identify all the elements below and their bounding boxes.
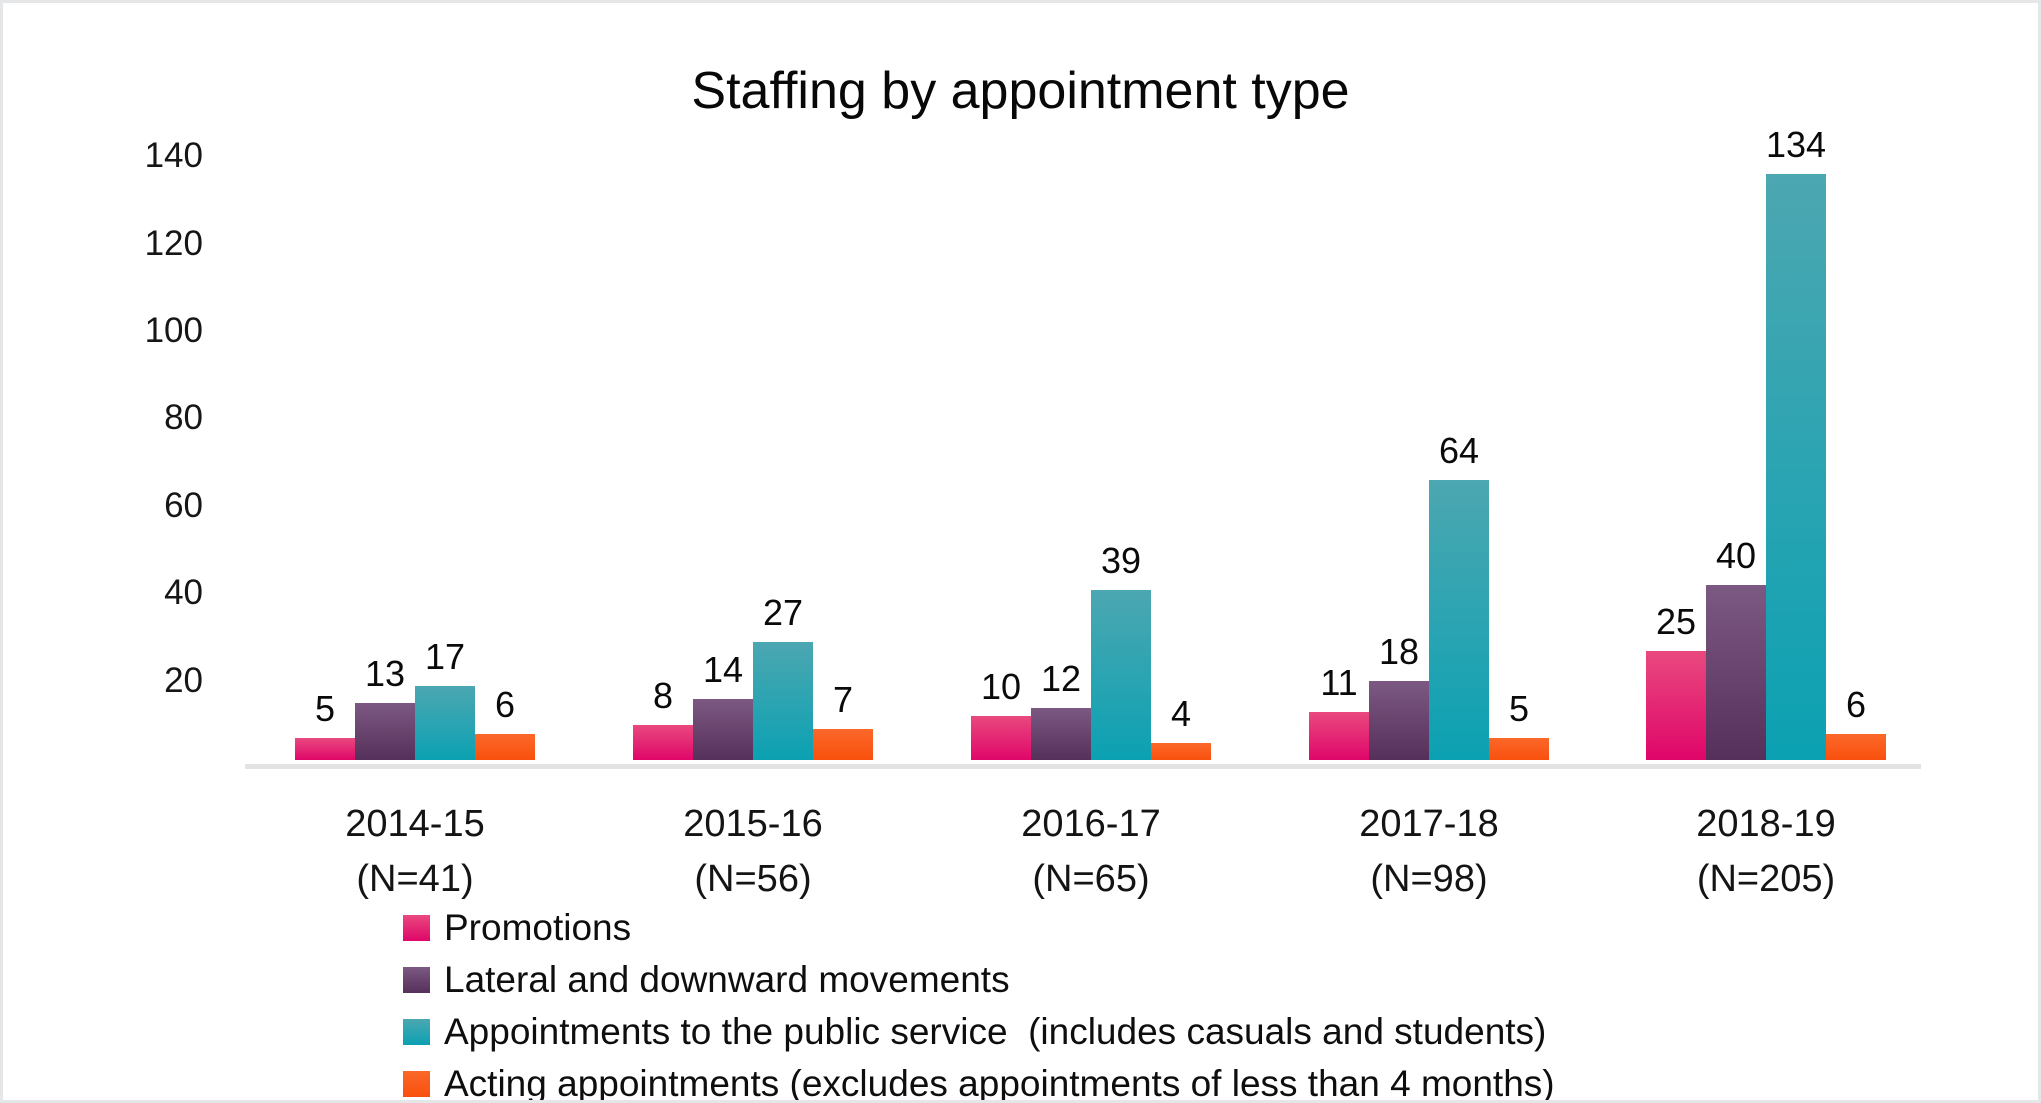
chart-title: Staffing by appointment type — [691, 62, 1350, 120]
bar-promotions-2017-18 — [1309, 712, 1369, 760]
legend-item-acting-appointments: Acting appointments (excludes appointmen… — [403, 1063, 1555, 1103]
bar-value-label: 40 — [1715, 535, 1757, 576]
bar-appointments-to-the-public-service-2014-15 — [415, 686, 475, 760]
x-category-n-label: (N=65) — [1032, 858, 1150, 900]
legend-swatch-appointments-to-the-public-service — [403, 1019, 430, 1045]
y-tick-label: 80 — [164, 398, 203, 438]
bar-appointments-to-the-public-service-2018-19 — [1766, 174, 1826, 760]
x-category-label-2015-16: 2015-16 (N=56) — [583, 803, 923, 901]
legend-label: Promotions — [444, 907, 632, 948]
x-category-year: 2014-15 — [345, 803, 485, 845]
bar-acting-appointments-2015-16 — [813, 729, 873, 760]
bar-lateral-and-downward-movements-2015-16 — [693, 699, 753, 760]
bar-value-label: 13 — [364, 653, 406, 694]
bar-value-label: 25 — [1655, 601, 1697, 642]
y-tick-label: 40 — [164, 573, 203, 613]
y-tick-label: 20 — [164, 660, 203, 700]
legend-swatch-lateral-and-downward-movements — [403, 967, 430, 993]
bar-value-label: 18 — [1378, 631, 1420, 672]
x-category-label-2014-15: 2014-15 (N=41) — [245, 803, 585, 901]
bar-value-label: 64 — [1438, 430, 1480, 471]
x-category-label-2017-18: 2017-18 (N=98) — [1259, 803, 1599, 901]
bar-value-label: 8 — [652, 675, 674, 716]
bar-value-label: 39 — [1100, 540, 1142, 581]
legend-item-appointments-to-the-public-service: Appointments to the public service (incl… — [403, 1011, 1555, 1052]
bar-acting-appointments-2018-19 — [1826, 734, 1886, 760]
legend-swatch-acting-appointments — [403, 1071, 430, 1097]
bar-value-label: 11 — [1320, 662, 1358, 703]
y-tick-label: 120 — [144, 223, 203, 263]
x-category-label-2018-19: 2018-19 (N=205) — [1596, 803, 1936, 901]
bar-acting-appointments-2016-17 — [1151, 743, 1211, 760]
bar-value-label: 12 — [1040, 658, 1082, 699]
y-tick-label: 100 — [144, 311, 203, 350]
bar-value-label: 7 — [832, 679, 854, 720]
legend-item-lateral-and-downward-movements: Lateral and downward movements — [403, 959, 1555, 1000]
bar-appointments-to-the-public-service-2016-17 — [1091, 590, 1151, 760]
bar-value-label: 14 — [702, 649, 744, 690]
bar-appointments-to-the-public-service-2017-18 — [1429, 480, 1489, 760]
bar-value-label: 17 — [424, 636, 466, 677]
bar-lateral-and-downward-movements-2016-17 — [1031, 708, 1091, 760]
legend-label: Appointments to the public service (incl… — [444, 1011, 1547, 1052]
legend-item-promotions: Promotions — [403, 907, 1555, 948]
legend-label: Acting appointments (excludes appointmen… — [444, 1063, 1555, 1103]
bar-value-label: 5 — [1508, 688, 1530, 729]
x-category-n-label: (N=205) — [1696, 858, 1836, 900]
x-category-year: 2018-19 — [1696, 803, 1836, 845]
bar-value-label: 6 — [1845, 684, 1867, 725]
bar-value-label: 6 — [494, 684, 516, 725]
y-tick-label: 140 — [144, 136, 203, 176]
bar-promotions-2015-16 — [633, 725, 693, 760]
x-axis-line — [245, 764, 1921, 769]
bar-promotions-2014-15 — [295, 738, 355, 760]
x-category-year: 2017-18 — [1359, 803, 1499, 845]
x-category-n-label: (N=56) — [694, 858, 812, 900]
x-category-year: 2016-17 — [1021, 803, 1161, 845]
x-category-label-2016-17: 2016-17 (N=65) — [921, 803, 1261, 901]
bar-acting-appointments-2017-18 — [1489, 738, 1549, 760]
bar-value-label: 27 — [762, 592, 804, 633]
bar-appointments-to-the-public-service-2015-16 — [753, 642, 813, 760]
bar-promotions-2016-17 — [971, 716, 1031, 760]
y-tick-label: 60 — [164, 485, 203, 525]
bar-value-label: 10 — [980, 666, 1022, 707]
bar-value-label: 4 — [1170, 693, 1192, 734]
x-category-year: 2015-16 — [683, 803, 823, 845]
legend-label: Lateral and downward movements — [444, 959, 1010, 1000]
x-category-n-label: (N=41) — [356, 858, 474, 900]
bar-lateral-and-downward-movements-2018-19 — [1706, 585, 1766, 760]
bar-acting-appointments-2014-15 — [475, 734, 535, 760]
legend-swatch-promotions — [403, 915, 430, 941]
bar-value-label: 5 — [314, 688, 336, 729]
bar-value-label: 134 — [1765, 124, 1827, 165]
bar-lateral-and-downward-movements-2017-18 — [1369, 681, 1429, 760]
x-category-n-label: (N=98) — [1370, 858, 1488, 900]
bar-lateral-and-downward-movements-2014-15 — [355, 703, 415, 760]
legend: Promotions Lateral and downward movement… — [403, 907, 1555, 1103]
bar-promotions-2018-19 — [1646, 651, 1706, 760]
